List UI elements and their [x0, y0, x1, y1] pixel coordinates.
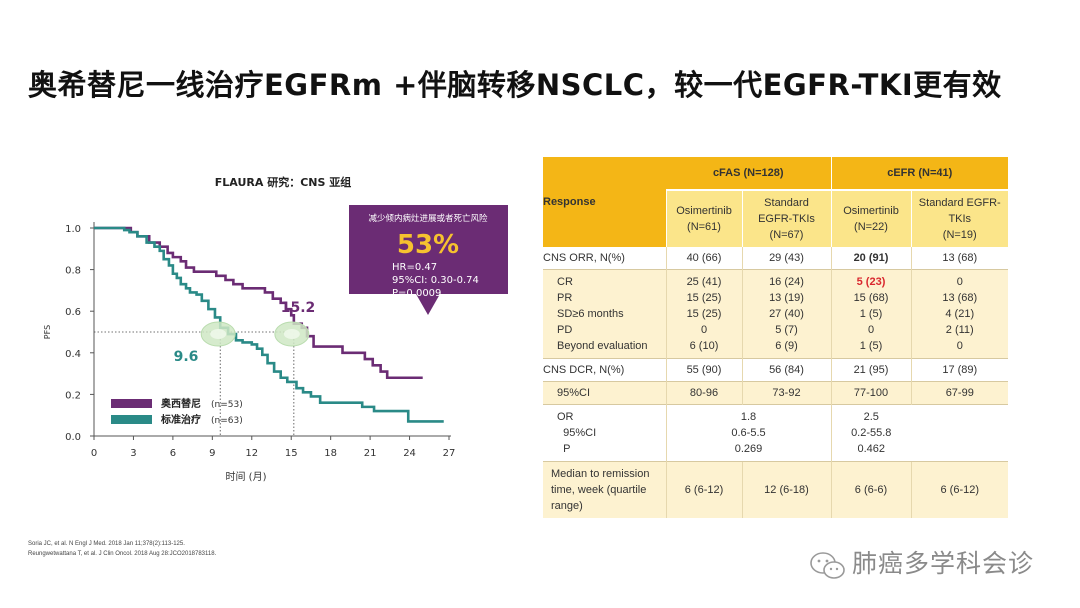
- x-tick-label: 27: [443, 448, 456, 459]
- row-breakdown: CR PR SD≥6 months PD Beyond evaluation 2…: [543, 269, 1009, 359]
- cell: CNS ORR, N(%): [543, 247, 666, 270]
- cell: 77-100: [830, 381, 911, 405]
- x-tick-label: 21: [364, 448, 377, 459]
- group-cfas: cFAS (N=128): [666, 157, 831, 191]
- col-standard-cefr: Standard EGFR-TKIs (N=19): [910, 190, 1009, 247]
- cell: 21 (95): [830, 358, 911, 382]
- cell: 73-92: [741, 381, 831, 405]
- cell: 56 (84): [741, 358, 831, 382]
- cell: 13 (68): [910, 247, 1009, 270]
- col-osimertinib-cfas: Osimertinib (N=61): [665, 190, 742, 247]
- col-standard-cfas: Standard EGFR-TKIs (N=67): [741, 190, 831, 247]
- median-markers: [200, 321, 310, 347]
- callout-p: P=0.0009: [392, 288, 441, 299]
- watermark-text: 肺癌多学科会诊: [852, 549, 1035, 578]
- x-tick-label: 6: [170, 448, 176, 459]
- chart-title: FLAURA 研究：CNS 亚组: [215, 175, 351, 189]
- callout-percent: 53%: [397, 230, 459, 260]
- response-header: Response: [543, 157, 666, 247]
- legend-label-osimertinib: 奥西替尼: [161, 397, 201, 410]
- y-tick-label: 0.4: [65, 349, 81, 360]
- callout-hr: HR=0.47: [392, 262, 437, 273]
- reference-2: Reungwetwattana T, et al. J Clin Oncol. …: [28, 551, 217, 557]
- chart-axes: 0 3 6 9 12 15 18 21 24 27 0.0 0.2 0.4 0.6 0.8 1.0: [65, 222, 455, 459]
- cell: OR 95%CI P: [543, 404, 666, 462]
- cell: 16 (24) 13 (19) 27 (40) 5 (7) 6 (9): [741, 269, 831, 359]
- y-tick-label: 0.8: [65, 266, 81, 277]
- legend-n-standard: (n=63): [211, 416, 243, 426]
- group-cefr: cEFR (N=41): [830, 157, 1009, 191]
- x-tick-label: 18: [324, 448, 337, 459]
- curve-osimertinib: [94, 226, 423, 380]
- x-axis-label: 时间 (月): [226, 470, 267, 483]
- cell: 95%CI: [543, 381, 666, 405]
- row-or: OR 95%CI P 1.8 0.6-5.5 0.269 2.5 0.2-55.…: [543, 404, 1009, 462]
- cell: 40 (66): [665, 247, 742, 270]
- cell: 67-99: [910, 381, 1009, 405]
- y-tick-label: 1.0: [65, 224, 81, 235]
- cell: 29 (43): [741, 247, 831, 270]
- y-axis-label: PFS: [43, 325, 52, 339]
- median-marker-osimertinib-core: [283, 329, 300, 339]
- median-marker-standard-core: [210, 329, 227, 339]
- x-tick-label: 3: [130, 448, 136, 459]
- legend-swatch-osimertinib: [111, 399, 152, 408]
- cell: 5 (23) 15 (68) 1 (5) 0 1 (5): [830, 269, 911, 359]
- row-cns-dcr: CNS DCR, N(%) 55 (90) 56 (84) 21 (95) 17…: [543, 358, 1009, 382]
- cell: 17 (89): [910, 358, 1009, 382]
- cell: 80-96: [665, 381, 742, 405]
- cell: CNS DCR, N(%): [543, 358, 666, 382]
- x-tick-label: 0: [91, 448, 97, 459]
- median-label-osimertinib: 15.2: [281, 300, 316, 316]
- x-tick-label: 12: [245, 448, 258, 459]
- page-title: 奥希替尼一线治疗EGFRm +伴脑转移NSCLC，较一代EGFR-TKI更有效: [28, 68, 1002, 102]
- cell: CR PR SD≥6 months PD Beyond evaluation: [543, 269, 666, 359]
- cell: 6 (6-12): [665, 461, 742, 518]
- x-tick-label: 15: [285, 448, 298, 459]
- row-median: Median to remission time, week (quartile…: [543, 461, 1009, 518]
- cell: 12 (6-18): [741, 461, 831, 518]
- callout-arrow-shape: [349, 205, 508, 315]
- legend-swatch-standard: [111, 415, 152, 424]
- cell: Median to remission time, week (quartile…: [543, 461, 666, 518]
- response-table: Response cFAS (N=128) cEFR (N=41) Osimer…: [543, 157, 1009, 518]
- legend-n-osimertinib: (n=53): [211, 400, 243, 410]
- wechat-icon: [810, 552, 845, 579]
- callout-heading: 减少倾内病灶进展或者死亡风险: [368, 213, 488, 224]
- y-tick-label: 0.0: [65, 432, 81, 443]
- callout-ci: 95%CI: 0.30-0.74: [392, 275, 479, 286]
- cell: 20 (91): [830, 247, 911, 270]
- reference-1: Soria JC, et al. N Engl J Med. 2018 Jan …: [28, 541, 185, 547]
- cell: 0 13 (68) 4 (21) 2 (11) 0: [910, 269, 1009, 359]
- row-95ci: 95%CI 80-96 73-92 77-100 67-99: [543, 381, 1009, 405]
- row-cns-orr: CNS ORR, N(%) 40 (66) 29 (43) 20 (91) 13…: [543, 247, 1009, 270]
- cell: 25 (41) 15 (25) 15 (25) 0 6 (10): [665, 269, 742, 359]
- cell: 6 (6-12): [910, 461, 1009, 518]
- cell: 55 (90): [665, 358, 742, 382]
- km-chart: FLAURA 研究：CNS 亚组 0 3 6 9 12 15 18 21 24 270.00.20…: [43, 175, 508, 483]
- col-osimertinib-cefr: Osimertinib (N=22): [830, 190, 911, 247]
- cell: 1.8 0.6-5.5 0.269: [665, 404, 831, 462]
- x-tick-label: 24: [403, 448, 416, 459]
- median-label-standard: 9.6: [174, 349, 199, 365]
- cell: [911, 404, 1009, 462]
- cell: 6 (6-6): [830, 461, 911, 518]
- chart-legend: 奥西替尼 (n=53) 标准治疗 (n=63): [111, 397, 243, 426]
- cell: 2.5 0.2-55.8 0.462: [830, 404, 911, 462]
- x-tick-label: 9: [209, 448, 215, 459]
- y-tick-label: 0.6: [65, 307, 81, 318]
- hr-callout: 减少倾内病灶进展或者死亡风险 53% HR=0.47 95%CI: 0.30-0…: [349, 205, 508, 315]
- y-tick-label: 0.2: [65, 390, 81, 401]
- legend-label-standard: 标准治疗: [160, 413, 201, 426]
